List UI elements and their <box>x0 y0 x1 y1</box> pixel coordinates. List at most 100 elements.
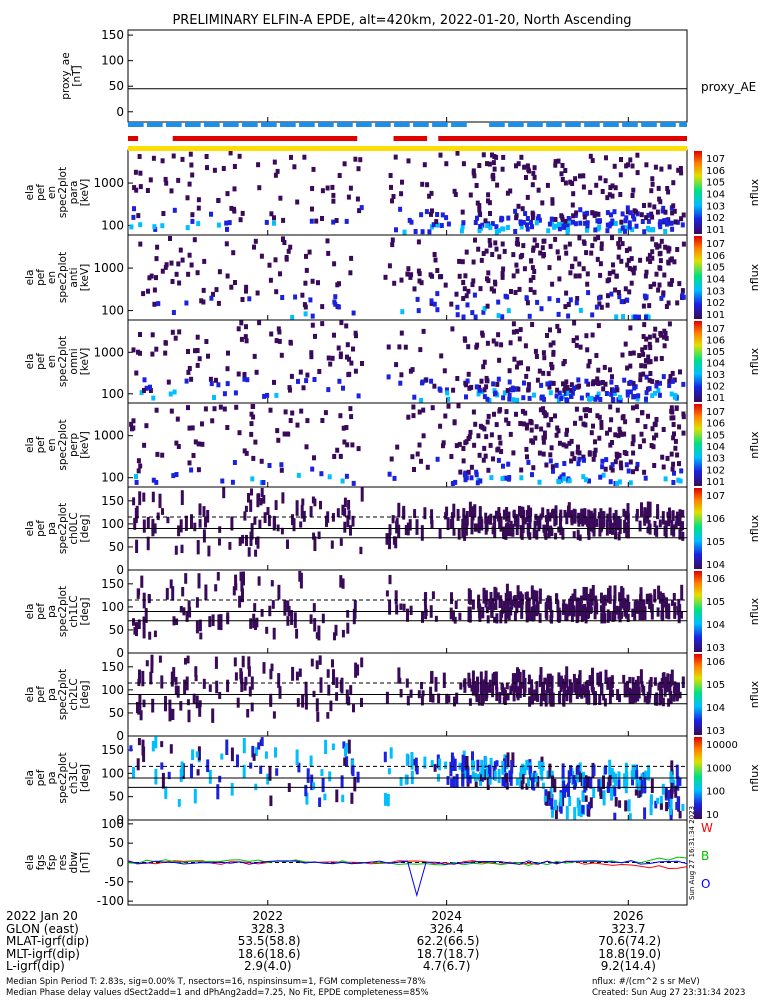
pa_ch1-cell <box>525 601 529 614</box>
pa_ch2-cell <box>319 677 323 693</box>
pa_ch2-cell <box>168 699 172 711</box>
spec_perp-cell <box>520 408 525 414</box>
spec_anti-cell <box>661 290 666 296</box>
pa_ch1-cell <box>395 604 399 615</box>
spec_anti-cell <box>666 259 671 265</box>
spec_omni-cell <box>494 341 499 347</box>
pa_ch0-cell <box>551 509 554 519</box>
pa_ch3-cell <box>264 751 268 759</box>
pa_ch1-cell <box>226 612 230 620</box>
spec_perp-cell <box>681 411 686 417</box>
pa_ch1-cell <box>579 595 583 604</box>
spec_para-cell <box>600 189 605 194</box>
spec_para-cell <box>623 228 627 234</box>
spec_omni-cell <box>557 390 562 396</box>
pa_ch2-cell <box>533 689 537 701</box>
spec_omni-cell <box>640 347 645 353</box>
spec_perp-cell <box>349 414 354 420</box>
pa_ch0-cbar-tick-0: 107 <box>706 491 725 502</box>
spec_para-cell <box>627 224 632 230</box>
pa_ch3-cell <box>423 756 427 769</box>
spec_omni-cell <box>526 387 531 393</box>
pa_ch2-cell <box>349 685 353 696</box>
spec_perp-cell <box>411 404 416 410</box>
fgs-ytick-label-1: 50 <box>109 836 124 850</box>
spec_para-ylabel-line-0: ela <box>24 185 36 201</box>
pa_ch2-cell <box>557 693 561 702</box>
pa_ch0-cell <box>470 518 474 535</box>
spec_para-cell <box>225 226 229 232</box>
spec_para-cell <box>485 223 490 229</box>
spec_para-cell <box>431 222 436 228</box>
spec_anti-cell <box>146 288 150 294</box>
spec_perp-cell <box>613 459 618 465</box>
spec_anti-cell <box>472 292 477 298</box>
spec_anti-cell <box>532 269 537 274</box>
spec_perp-cell <box>341 425 346 431</box>
side-timestamp: Sun Aug 27 16:31:34 2023 <box>688 806 696 900</box>
pa_ch2-cell <box>491 683 495 698</box>
pa_ch0-cell <box>475 523 479 532</box>
pa_ch3-cell <box>323 793 327 801</box>
spec_perp-cell <box>665 455 670 461</box>
pa_ch1-cell <box>253 603 257 612</box>
spec_omni-cell <box>532 392 536 398</box>
axis-table-cell-1-0: 328.3 <box>250 921 285 936</box>
spec_perp-cell <box>411 413 416 419</box>
spec_perp-cell <box>234 404 239 410</box>
pa_ch0-cell <box>635 508 639 519</box>
pa_ch3-cell <box>383 751 387 763</box>
spec_omni-cell <box>298 369 303 375</box>
spec_omni-cell <box>309 354 314 360</box>
pa_ch0-cell <box>504 526 508 540</box>
spec_anti-cell <box>439 274 444 280</box>
spec_para-cell <box>581 173 586 179</box>
spec_para-cell <box>505 225 510 230</box>
pa_ch3-cell <box>553 778 557 793</box>
axis-table-cell-4-2: 9.2(14.4) <box>600 959 656 973</box>
spec_perp-cell <box>531 439 535 445</box>
spec_perp-cell <box>196 441 201 447</box>
spec_para-cell <box>670 210 675 216</box>
pa_ch1-cell <box>265 626 269 634</box>
spec_para-cell <box>656 185 661 191</box>
spec_para-cell <box>670 226 675 232</box>
spec_anti-cell <box>217 269 222 275</box>
spec_para-cell <box>477 207 482 213</box>
spec_perp-cell <box>593 439 597 445</box>
pa_ch1-cell <box>602 612 606 622</box>
spec_omni-cell <box>212 395 216 400</box>
spec_omni-cell <box>423 377 428 383</box>
spec_para-cell <box>160 223 165 229</box>
spec_omni-cell <box>312 377 317 382</box>
pa_ch2-cell <box>528 687 532 694</box>
spec_omni-cell <box>519 360 523 366</box>
spec_omni-cell <box>214 377 218 383</box>
spec_perp-cell <box>643 424 648 430</box>
pa_ch0-cell <box>614 509 618 524</box>
pa_ch0-ytick-label-1: 100 <box>101 517 124 531</box>
spec_perp-cell <box>275 428 280 434</box>
spec_para-cell <box>660 208 665 214</box>
pa_ch2-cell <box>516 667 519 683</box>
pa_ch3-cell <box>331 743 335 750</box>
spec_omni-cell <box>242 376 247 382</box>
spec_perp-cell <box>350 442 355 448</box>
blue-bar-segment-24 <box>603 122 619 127</box>
pa_ch2-cell <box>539 693 543 707</box>
spec_omni-cell <box>507 396 512 402</box>
spec_anti-cell <box>154 275 158 281</box>
pa_ch1-cell <box>613 610 617 622</box>
spec_perp-cell <box>296 472 301 478</box>
spec_perp-cell <box>323 410 328 416</box>
pa_ch2-cell <box>243 682 247 691</box>
spec_perp-cell <box>218 404 223 410</box>
spec_perp-cell <box>624 462 629 468</box>
spec_para-cell <box>151 155 156 161</box>
spec_omni-cell <box>497 357 502 363</box>
spec_perp-cell <box>671 480 676 485</box>
pa_ch3-cell <box>548 763 552 778</box>
spec_perp-cell <box>610 467 615 473</box>
spec_perp-cell <box>452 419 457 425</box>
spec_omni-cell <box>326 355 331 361</box>
